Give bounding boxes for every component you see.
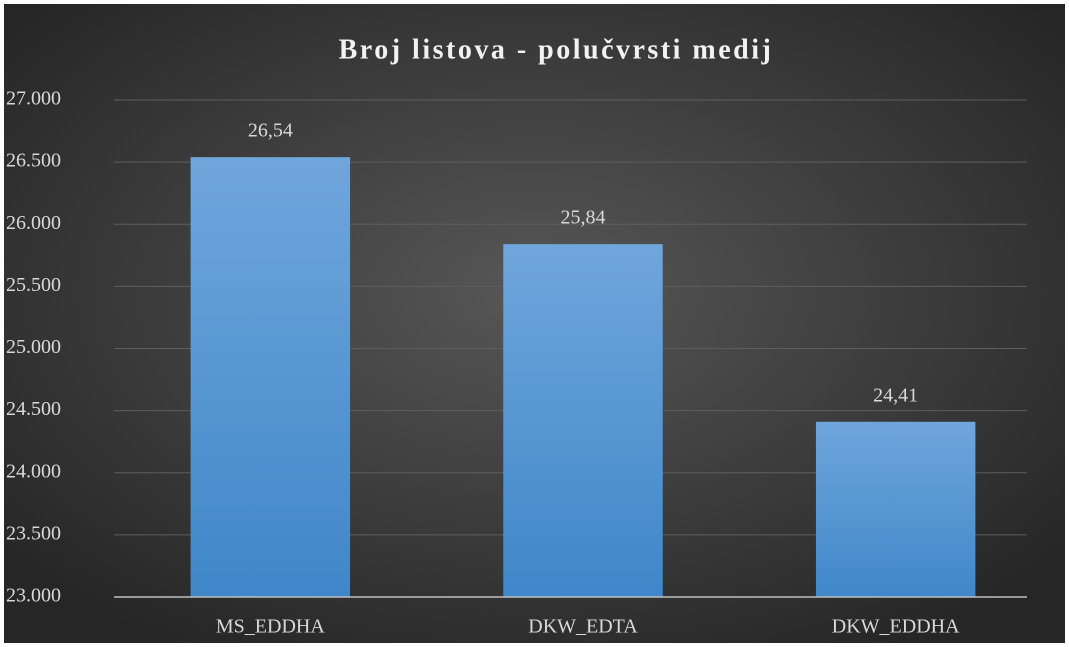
bar <box>190 157 351 597</box>
x-tick-label: DKW_EDTA <box>528 616 638 638</box>
value-label: 26,54 <box>248 120 293 142</box>
y-tick-label: 23.500 <box>6 522 61 544</box>
y-tick-label: 24.000 <box>6 460 61 482</box>
value-label: 25,84 <box>561 207 606 229</box>
bar <box>503 244 663 597</box>
y-tick-label: 27.000 <box>6 88 61 110</box>
y-tick-label: 26.500 <box>6 150 61 172</box>
x-tick-label: DKW_EDDHA <box>832 616 960 638</box>
y-tick-label: 24.500 <box>6 398 61 420</box>
bar <box>815 421 976 597</box>
value-label: 24,41 <box>873 384 918 406</box>
y-tick-label: 23.000 <box>6 585 61 607</box>
y-tick-label: 25.000 <box>6 336 61 358</box>
y-tick-label: 25.500 <box>6 274 61 296</box>
x-tick-label: MS_EDDHA <box>216 616 325 638</box>
y-tick-label: 26.000 <box>6 212 61 234</box>
chart-title: Broj listova - polučvrsti medij <box>339 34 774 65</box>
